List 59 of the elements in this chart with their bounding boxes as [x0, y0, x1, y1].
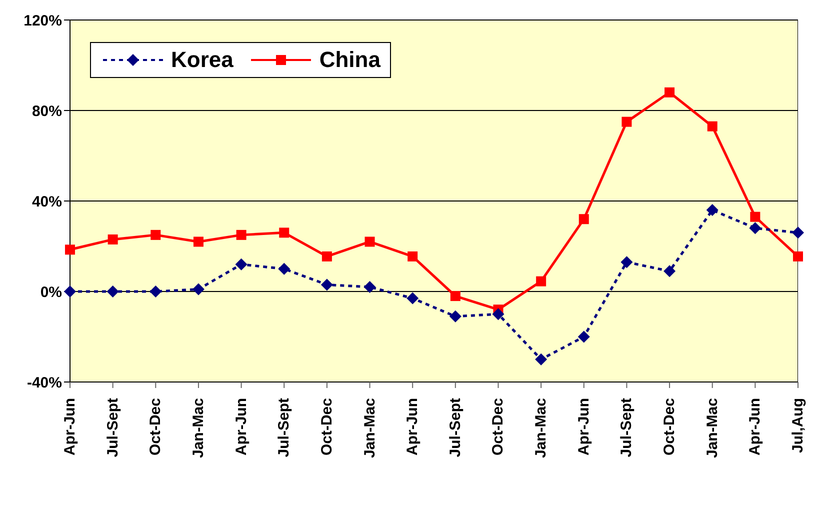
point [578, 214, 589, 224]
y-tick-label: -40% [26, 374, 62, 392]
point [536, 276, 546, 286]
point [192, 283, 204, 296]
point [108, 234, 118, 244]
legend-label: China [319, 47, 380, 73]
point [450, 291, 460, 302]
y-tick-label: 0% [40, 284, 62, 301]
x-tick-label: Oct-Dec [490, 398, 507, 456]
point [65, 244, 75, 255]
x-tick-label: Oct-Dec [147, 398, 164, 456]
point [150, 286, 162, 298]
point [749, 222, 762, 234]
x-tick-label: Jul-Sept [104, 398, 122, 458]
point [793, 251, 803, 262]
point [406, 292, 419, 304]
point [664, 87, 675, 98]
point [322, 251, 332, 262]
point [750, 212, 760, 222]
x-tick-label: Jan-Mac [704, 398, 721, 458]
point [279, 228, 290, 238]
x-tick-label: Jul-Sept [276, 398, 293, 458]
point [706, 204, 718, 216]
point [535, 353, 548, 366]
x-tick-label: Oct-Dec [318, 398, 336, 456]
x-tick-label: Apr-Jun [62, 398, 78, 456]
x-tick-label: Jan-Mac [532, 398, 550, 458]
point [622, 116, 632, 127]
x-tick-label: Apr-Jun [746, 398, 764, 456]
point [235, 258, 248, 270]
point [664, 265, 676, 278]
point [408, 251, 418, 262]
legend-label: Korea [171, 47, 234, 73]
x-tick-label: Jul-Sept [446, 398, 464, 458]
x-tick-label: Jan-Mac [361, 398, 378, 458]
point [707, 121, 718, 132]
y-tick-label: 120% [24, 12, 62, 30]
point [364, 236, 375, 247]
x-tick-label: Oct-Dec [661, 398, 678, 456]
point [492, 308, 504, 320]
x-tick-label: Jan-Mac [190, 398, 207, 458]
point [320, 278, 333, 291]
x-tick-label: Apr-Jun [404, 398, 422, 456]
point [236, 230, 246, 240]
point [193, 236, 204, 247]
x-tick-label: Jul-Sept [618, 398, 636, 458]
point [578, 330, 590, 343]
x-tick-label: Apr-Jun [232, 398, 250, 456]
y-tick-label: 80% [32, 102, 62, 120]
point [150, 230, 161, 240]
point [620, 256, 633, 268]
y-tick-label: 40% [32, 193, 62, 210]
point [364, 280, 376, 293]
x-tick-label: Apr-Jun [575, 398, 592, 456]
x-tick-label: Jul,Aug [790, 398, 806, 453]
point [106, 286, 119, 298]
point [792, 226, 804, 239]
point [278, 262, 290, 275]
point [449, 310, 462, 322]
